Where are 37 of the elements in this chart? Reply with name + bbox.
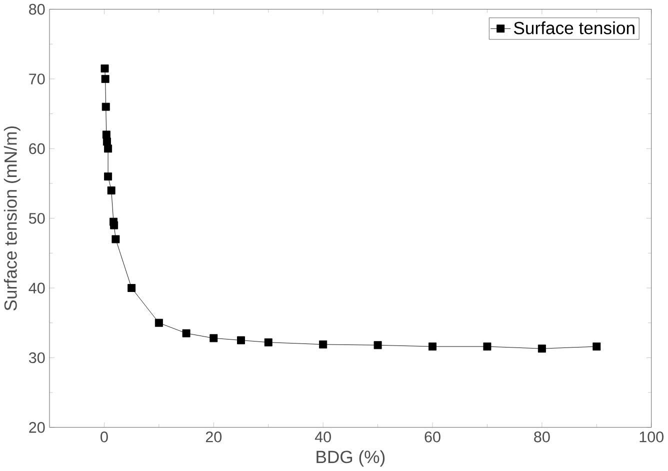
legend-label: Surface tension <box>514 22 634 34</box>
point <box>428 342 436 351</box>
point <box>112 235 120 244</box>
x-axis-title: BDG (%) <box>316 450 385 467</box>
point <box>374 341 382 350</box>
point <box>100 64 109 73</box>
x-tick-label: 100 <box>640 432 664 443</box>
point <box>182 330 190 338</box>
y-tick-label: 70 <box>29 74 45 85</box>
x-tick-label: 20 <box>206 432 222 443</box>
point <box>538 344 546 353</box>
y-tick-label: 50 <box>28 213 45 224</box>
point <box>128 284 136 292</box>
point <box>592 342 601 351</box>
x-tick-label: 40 <box>314 432 331 443</box>
y-axis-title: Surface tension (mN/m) <box>4 126 20 311</box>
point <box>483 342 492 351</box>
x-tick-label: 60 <box>424 432 440 443</box>
point <box>210 334 218 342</box>
point <box>154 319 163 328</box>
y-tick-label: 60 <box>29 143 45 154</box>
y-tick-label: 80 <box>29 4 45 15</box>
point <box>319 340 328 349</box>
y-tick-label: 20 <box>29 422 45 434</box>
point <box>101 75 110 84</box>
point <box>102 103 110 112</box>
point <box>110 221 118 230</box>
point <box>102 138 111 146</box>
point <box>104 172 112 181</box>
y-tick-label: 30 <box>28 352 45 364</box>
point <box>264 338 272 347</box>
point <box>237 336 245 344</box>
point <box>104 144 112 153</box>
y-tick-label: 40 <box>28 282 45 294</box>
x-tick-label: 80 <box>534 432 550 443</box>
point <box>107 186 116 195</box>
x-tick-label: 0 <box>100 432 108 443</box>
